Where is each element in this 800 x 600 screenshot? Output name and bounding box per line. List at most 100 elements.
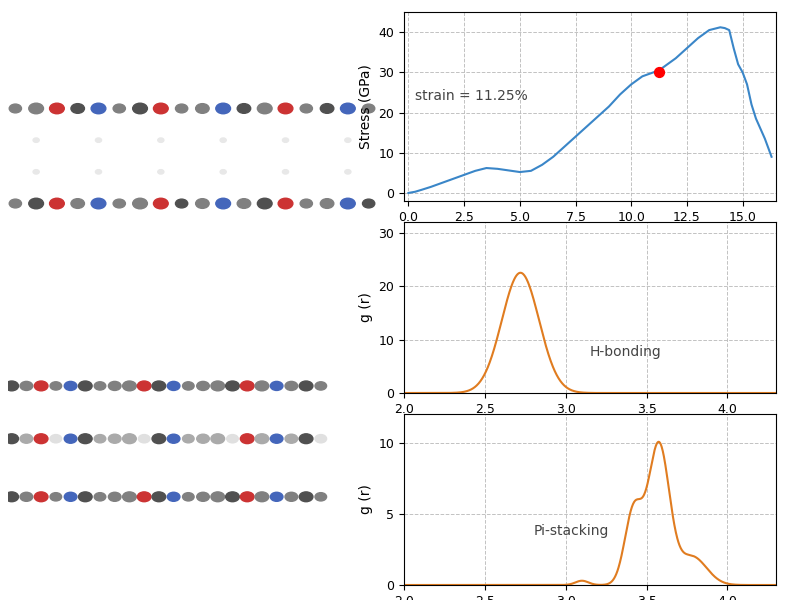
- Circle shape: [285, 382, 298, 391]
- Text: Pi-stacking: Pi-stacking: [534, 524, 609, 538]
- Circle shape: [29, 198, 43, 209]
- Circle shape: [50, 198, 64, 209]
- Circle shape: [158, 170, 164, 174]
- Circle shape: [10, 199, 22, 208]
- Circle shape: [362, 199, 374, 208]
- Circle shape: [50, 434, 62, 443]
- Circle shape: [240, 492, 254, 502]
- X-axis label: r (Å): r (Å): [574, 421, 606, 436]
- Circle shape: [91, 103, 106, 114]
- Circle shape: [255, 492, 269, 502]
- Circle shape: [341, 103, 355, 114]
- Circle shape: [216, 103, 230, 114]
- Circle shape: [196, 104, 209, 113]
- Point: [653, 68, 666, 77]
- Circle shape: [320, 199, 334, 208]
- Circle shape: [20, 382, 33, 391]
- Circle shape: [315, 434, 326, 443]
- Circle shape: [182, 493, 194, 501]
- Circle shape: [282, 170, 289, 174]
- Circle shape: [113, 104, 126, 113]
- Circle shape: [71, 199, 85, 208]
- Circle shape: [226, 434, 238, 443]
- Circle shape: [64, 382, 77, 391]
- Circle shape: [258, 198, 272, 209]
- Circle shape: [78, 492, 92, 502]
- Circle shape: [167, 492, 180, 502]
- Circle shape: [220, 170, 226, 174]
- Circle shape: [270, 492, 283, 502]
- Circle shape: [238, 104, 250, 113]
- Circle shape: [78, 434, 92, 443]
- Circle shape: [109, 382, 121, 391]
- Circle shape: [5, 434, 18, 443]
- Circle shape: [64, 492, 77, 502]
- Circle shape: [152, 381, 166, 391]
- Circle shape: [167, 434, 180, 443]
- Circle shape: [71, 104, 85, 113]
- Circle shape: [216, 198, 230, 209]
- Circle shape: [50, 493, 62, 501]
- Circle shape: [175, 199, 188, 208]
- Circle shape: [220, 138, 226, 142]
- Circle shape: [238, 199, 250, 208]
- Circle shape: [300, 104, 313, 113]
- Circle shape: [278, 198, 293, 209]
- Circle shape: [196, 199, 209, 208]
- Circle shape: [299, 381, 313, 391]
- Circle shape: [5, 381, 18, 391]
- Circle shape: [270, 382, 283, 391]
- Circle shape: [50, 382, 62, 390]
- Circle shape: [158, 138, 164, 142]
- Circle shape: [78, 381, 92, 391]
- Circle shape: [341, 198, 355, 209]
- Circle shape: [226, 492, 239, 502]
- Circle shape: [211, 381, 225, 391]
- Circle shape: [91, 198, 106, 209]
- Circle shape: [285, 492, 298, 502]
- Circle shape: [226, 381, 239, 391]
- Circle shape: [133, 103, 147, 114]
- Y-axis label: g (r): g (r): [359, 293, 373, 322]
- Circle shape: [34, 381, 48, 391]
- Text: strain = 11.25%: strain = 11.25%: [415, 89, 528, 103]
- Circle shape: [211, 492, 225, 502]
- Circle shape: [197, 434, 210, 443]
- Circle shape: [315, 493, 326, 501]
- Circle shape: [34, 492, 48, 502]
- Circle shape: [113, 199, 126, 208]
- Circle shape: [154, 103, 168, 114]
- Circle shape: [270, 434, 283, 443]
- Circle shape: [182, 434, 194, 443]
- Circle shape: [133, 198, 147, 209]
- Circle shape: [33, 138, 39, 142]
- Circle shape: [345, 170, 351, 174]
- Circle shape: [240, 381, 254, 391]
- Circle shape: [94, 434, 106, 443]
- Y-axis label: g (r): g (r): [359, 485, 373, 514]
- Circle shape: [299, 492, 313, 502]
- Circle shape: [300, 199, 313, 208]
- Circle shape: [211, 434, 225, 443]
- X-axis label: Strain (%): Strain (%): [555, 229, 625, 243]
- Circle shape: [167, 382, 180, 391]
- Circle shape: [95, 138, 102, 142]
- Circle shape: [152, 492, 166, 502]
- Circle shape: [282, 138, 289, 142]
- Circle shape: [109, 434, 121, 443]
- Circle shape: [50, 103, 64, 114]
- Circle shape: [64, 434, 77, 443]
- Circle shape: [315, 382, 326, 390]
- Circle shape: [255, 434, 269, 443]
- Circle shape: [197, 382, 210, 391]
- Circle shape: [240, 434, 254, 443]
- Circle shape: [197, 492, 210, 502]
- Circle shape: [152, 434, 166, 443]
- Circle shape: [258, 103, 272, 114]
- Circle shape: [94, 382, 106, 390]
- Y-axis label: Stress (GPa): Stress (GPa): [359, 64, 373, 149]
- Circle shape: [138, 381, 151, 391]
- Circle shape: [285, 434, 298, 443]
- Circle shape: [154, 198, 168, 209]
- Text: H-bonding: H-bonding: [590, 344, 662, 359]
